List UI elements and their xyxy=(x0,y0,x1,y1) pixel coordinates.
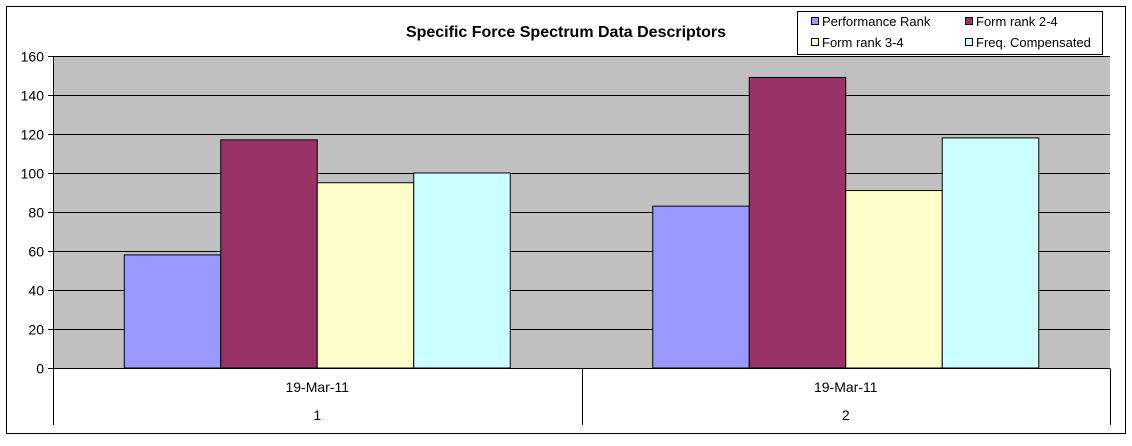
legend: Performance Rank Form rank 2-4 Form rank 3… xyxy=(797,11,1103,55)
legend-swatch-form-rank-3-4 xyxy=(811,38,819,46)
y-tick-label: 100 xyxy=(21,166,45,182)
bar-form-rank-3-4-2 xyxy=(845,190,943,369)
x-category-index-label: 1 xyxy=(313,407,321,423)
axes: 0 20 40 60 80 100 120 140 160 19-Mar-11 1 19-Mar-11… xyxy=(21,49,1111,425)
legend-label-form-rank-3-4: Form rank 3-4 xyxy=(822,35,904,50)
y-tick-label: 20 xyxy=(28,322,44,338)
bar-form-rank-2-4-1 xyxy=(220,139,318,369)
legend-label-freq-compensated: Freq. Compensated xyxy=(976,35,1091,50)
y-tick-label: 140 xyxy=(21,88,45,104)
bar-freq-compensated-2 xyxy=(941,137,1040,369)
bar-form-rank-3-4-1 xyxy=(316,182,415,369)
x-category-date-label: 19-Mar-11 xyxy=(285,379,349,395)
x-category-date-label: 19-Mar-11 xyxy=(814,379,878,395)
bar-performance-rank-1 xyxy=(123,254,222,369)
chart-title: Specific Force Spectrum Data Descriptors xyxy=(406,24,726,41)
y-tick-label: 160 xyxy=(21,49,45,65)
y-tick-label: 0 xyxy=(36,361,44,377)
legend-swatch-form-rank-2-4 xyxy=(965,17,973,25)
legend-label-performance-rank: Performance Rank xyxy=(822,14,931,29)
legend-box xyxy=(797,11,1103,55)
legend-swatch-performance-rank xyxy=(811,17,819,25)
y-tick-label: 80 xyxy=(28,205,44,221)
legend-label-form-rank-2-4: Form rank 2-4 xyxy=(976,14,1058,29)
bar-freq-compensated-1 xyxy=(413,172,511,369)
bar-form-rank-2-4-2 xyxy=(748,76,847,369)
bars xyxy=(123,76,1040,369)
y-tick-label: 120 xyxy=(21,127,45,143)
bar-performance-rank-2 xyxy=(652,205,750,369)
y-tick-label: 60 xyxy=(28,244,44,260)
x-category-index-label: 2 xyxy=(842,407,850,423)
y-tick-label: 40 xyxy=(28,283,44,299)
legend-swatch-freq-compensated xyxy=(965,38,973,46)
